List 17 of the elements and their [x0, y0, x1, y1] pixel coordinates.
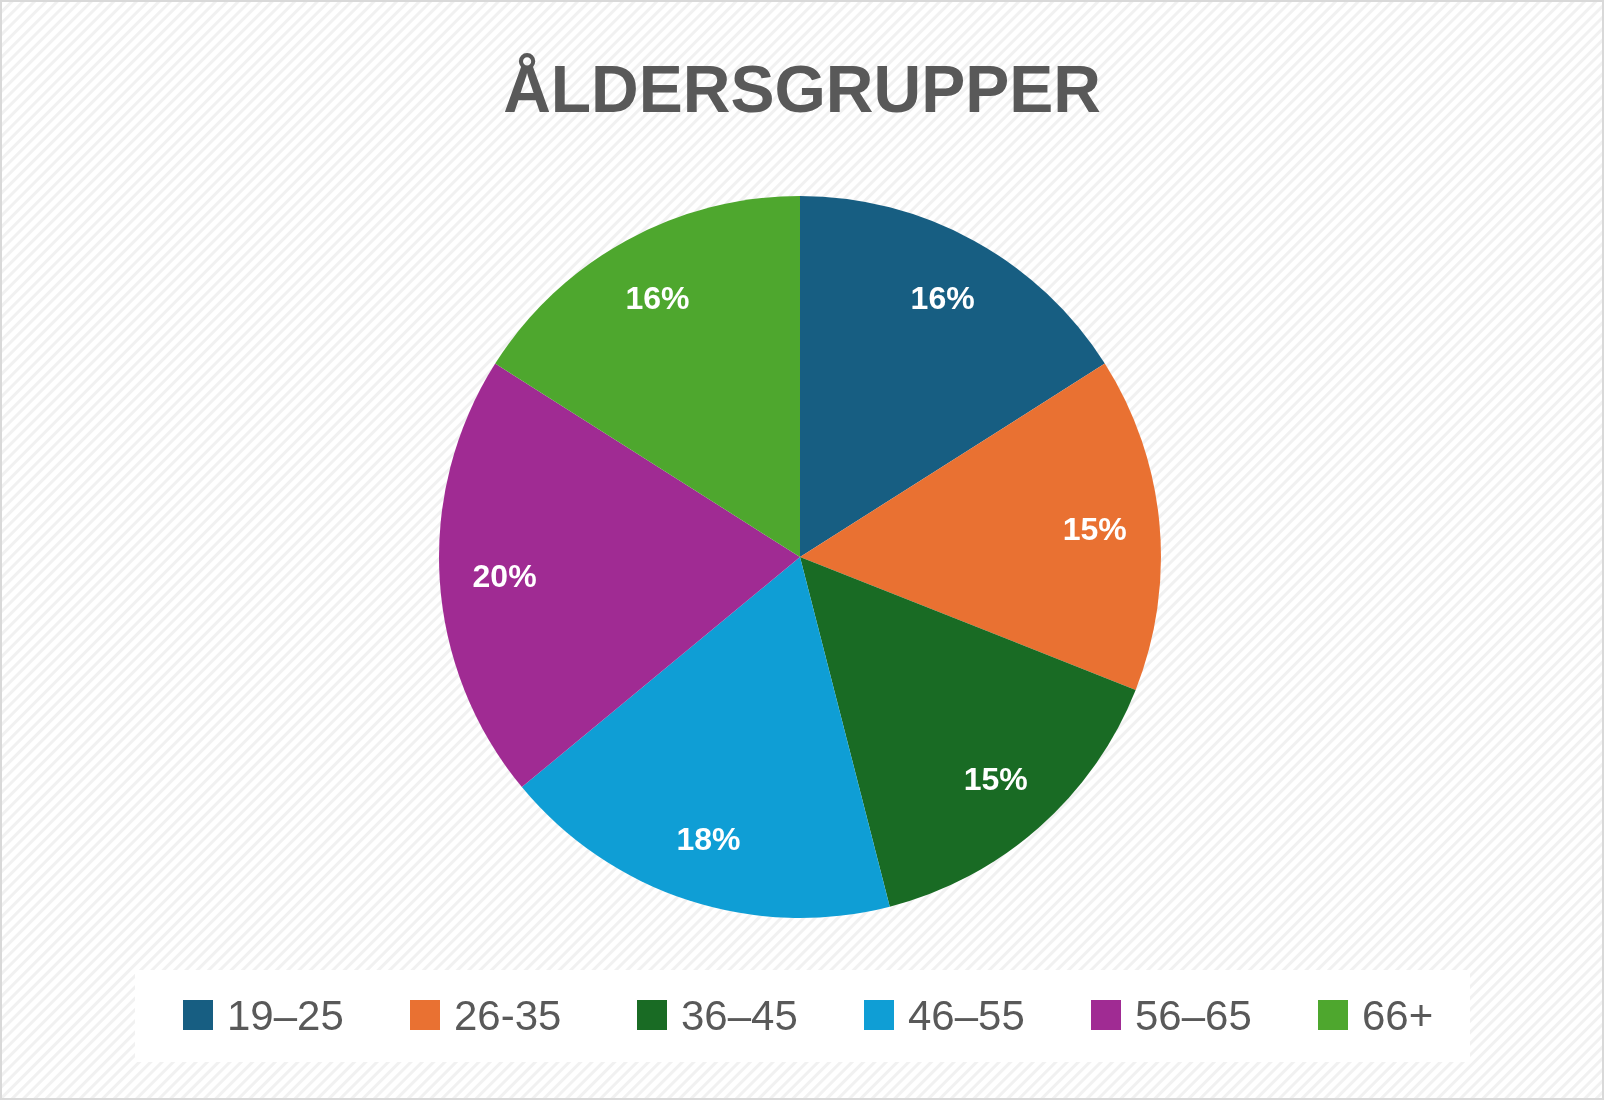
chart-title: ÅLDERSGRUPPER [503, 52, 1101, 126]
legend-label: 66+ [1362, 991, 1434, 1039]
data-label: 16% [910, 279, 975, 316]
data-label: 18% [676, 820, 741, 857]
data-label: 16% [625, 279, 690, 316]
pie-slice [800, 363, 1161, 690]
data-label: 15% [1062, 511, 1127, 548]
data-label: 20% [472, 557, 537, 594]
data-label: 15% [963, 761, 1028, 798]
legend-label: 26-35 [454, 991, 562, 1039]
legend-label: 19–25 [227, 991, 344, 1039]
pie-slice [439, 363, 800, 788]
pie-slice [800, 557, 1136, 907]
legend-label: 36–45 [681, 991, 798, 1039]
pie-slice [495, 196, 800, 557]
legend-label: 46–55 [908, 991, 1025, 1039]
legend-label: 56–65 [1135, 991, 1252, 1039]
